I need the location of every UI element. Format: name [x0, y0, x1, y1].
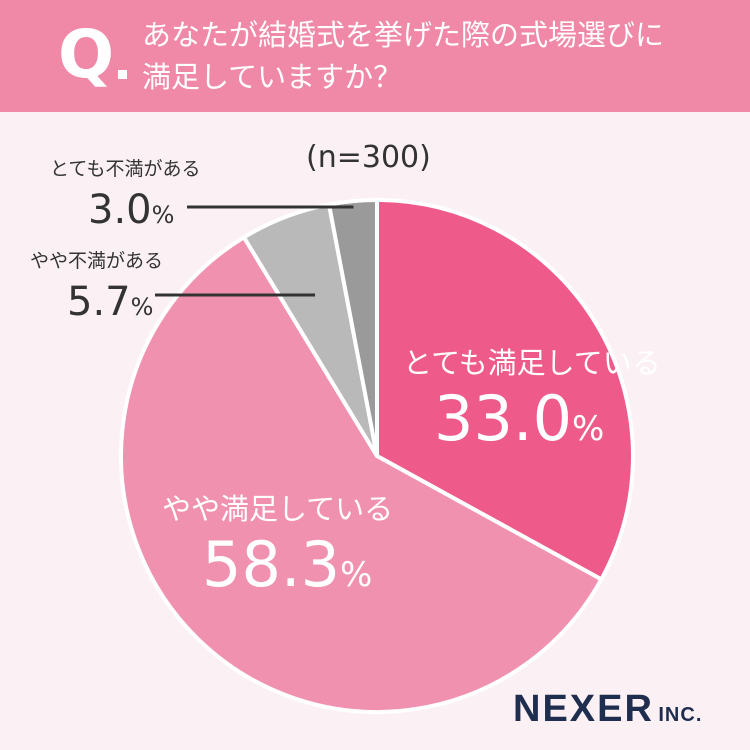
pie-slice-very-dissatisfied [327, 198, 379, 458]
question-line-2: 満足していますか？ [142, 60, 403, 94]
q-mark: Q [58, 16, 115, 93]
slice-label-very-satisfied: とても満足している [403, 346, 661, 380]
slice-value-unit: % [130, 293, 154, 321]
question-banner: Q あなたが結婚式を挙げた際の式場選びに 満足していますか？ [0, 0, 750, 112]
slice-value-unit: % [151, 201, 175, 229]
question-line-1: あなたが結婚式を挙げた際の式場選びに [142, 18, 665, 52]
slice-value-number: 5.7 [67, 279, 131, 325]
q-dot [118, 70, 127, 79]
slice-label-somewhat-satisfied: やや満足している [162, 492, 394, 526]
sample-size-label: (n=300) [306, 140, 431, 175]
slice-value-number: 33.0 [434, 382, 573, 455]
slice-label-somewhat-dissatisfied: やや不満がある [30, 250, 164, 272]
question-text: あなたが結婚式を挙げた際の式場選びに 満足していますか？ [142, 14, 722, 98]
slice-value-somewhat-satisfied: 58.3% [202, 534, 372, 596]
leader-lines [155, 205, 354, 297]
slice-label-very-dissatisfied: とても不満がある [50, 158, 201, 180]
slice-value-very-dissatisfied: 3.0% [88, 190, 174, 230]
pie-slice-somewhat-satisfied [119, 235, 604, 714]
logo-main-text: NEXER [513, 688, 654, 730]
slice-value-unit: % [340, 555, 373, 595]
slice-value-number: 58.3 [202, 528, 341, 601]
slice-value-unit: % [572, 409, 605, 449]
slice-value-number: 3.0 [88, 187, 152, 233]
logo-sub-text: INC. [658, 704, 703, 726]
pie-slices [119, 198, 635, 714]
nexer-logo: NEXER INC. [513, 690, 702, 728]
pie-slice-very-satisfied [375, 198, 635, 582]
slice-value-somewhat-dissatisfied: 5.7% [67, 282, 153, 322]
slice-value-very-satisfied: 33.0% [434, 388, 604, 450]
